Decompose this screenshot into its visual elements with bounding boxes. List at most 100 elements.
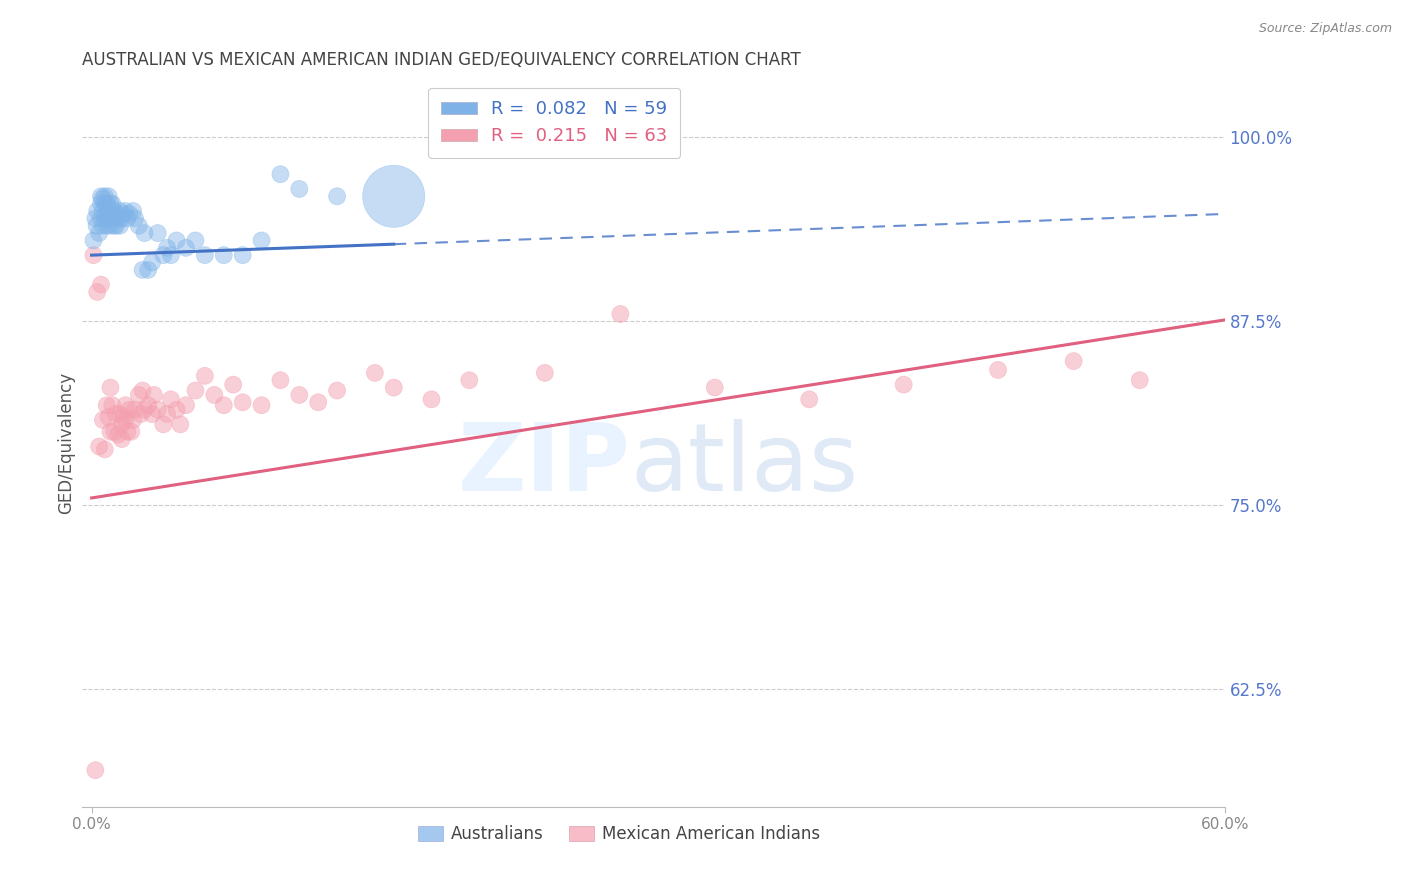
Point (114, 413, 136, 427)
Point (118, 402, 141, 417)
Point (212, 248, 235, 262)
Point (96, 207, 118, 221)
Point (100, 219, 122, 233)
Point (100, 425, 122, 439)
Point (609, 307, 631, 321)
Point (141, 407, 163, 421)
Point (131, 384, 153, 398)
Point (91, 219, 114, 233)
Point (129, 407, 152, 421)
Point (105, 207, 128, 221)
Point (112, 410, 135, 425)
Point (152, 248, 174, 262)
Point (307, 395, 329, 409)
Point (94, 189, 117, 203)
Point (114, 398, 136, 412)
Text: AUSTRALIAN VS MEXICAN AMERICAN INDIAN GED/EQUIVALENCY CORRELATION CHART: AUSTRALIAN VS MEXICAN AMERICAN INDIAN GE… (82, 51, 801, 69)
Point (90, 189, 112, 203)
Point (101, 196, 124, 211)
Point (107, 211, 129, 226)
Point (114, 204, 136, 219)
Point (122, 413, 145, 427)
Point (799, 392, 821, 407)
Point (382, 189, 405, 203)
Point (96, 219, 118, 233)
Point (160, 248, 183, 262)
Point (987, 363, 1010, 377)
Point (100, 196, 122, 211)
Point (134, 226, 156, 240)
Text: atlas: atlas (630, 418, 859, 510)
Point (326, 189, 349, 203)
Point (108, 407, 131, 421)
Point (458, 373, 481, 387)
Point (100, 381, 122, 395)
Point (250, 234, 273, 248)
Point (134, 402, 156, 417)
Point (91, 413, 114, 427)
Point (108, 204, 131, 219)
Point (101, 398, 124, 412)
Point (87, 226, 110, 240)
Point (1063, 354, 1085, 368)
Point (166, 402, 188, 417)
Point (91, 204, 114, 219)
Point (108, 219, 131, 233)
Point (118, 207, 141, 221)
Point (82, 234, 104, 248)
Point (194, 248, 217, 262)
Point (90, 211, 112, 226)
Point (97, 189, 120, 203)
Point (184, 234, 207, 248)
Point (166, 234, 188, 248)
Point (97, 410, 120, 425)
Point (1129, 373, 1152, 387)
Point (184, 384, 207, 398)
Point (96, 398, 118, 412)
Point (117, 425, 139, 439)
Text: Source: ZipAtlas.com: Source: ZipAtlas.com (1258, 22, 1392, 36)
Point (420, 392, 443, 407)
Point (82, 248, 104, 262)
Point (111, 417, 134, 432)
Point (111, 432, 134, 446)
Point (136, 398, 159, 412)
Point (86, 204, 108, 219)
Point (105, 219, 128, 233)
Point (703, 381, 725, 395)
Point (382, 381, 405, 395)
Point (120, 425, 142, 439)
Point (124, 402, 146, 417)
Point (96, 196, 118, 211)
Point (91, 192, 114, 206)
Point (893, 377, 915, 392)
Point (90, 196, 112, 211)
Point (174, 241, 197, 255)
Point (87, 440, 110, 454)
Point (288, 182, 311, 196)
Point (103, 219, 125, 233)
Point (103, 425, 125, 439)
Point (146, 226, 169, 240)
Point (222, 377, 245, 392)
Point (288, 388, 311, 402)
Point (269, 373, 291, 387)
Point (90, 277, 112, 292)
Point (269, 167, 291, 181)
Point (232, 248, 254, 262)
Y-axis label: GED/Equivalency: GED/Equivalency (58, 372, 75, 514)
Point (250, 398, 273, 412)
Point (86, 219, 108, 233)
Point (326, 384, 349, 398)
Point (128, 219, 150, 233)
Point (94, 442, 117, 457)
Point (534, 366, 557, 380)
Point (103, 204, 125, 219)
Point (131, 263, 153, 277)
Point (101, 211, 124, 226)
Point (142, 388, 165, 402)
Point (141, 255, 163, 269)
Point (86, 285, 108, 299)
Point (202, 388, 225, 402)
Point (94, 196, 117, 211)
